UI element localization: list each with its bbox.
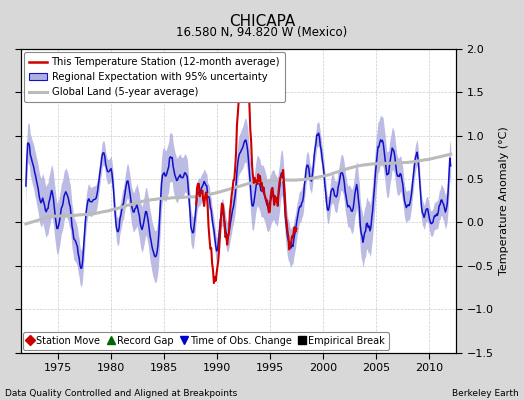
Text: Berkeley Earth: Berkeley Earth <box>452 389 519 398</box>
Text: 16.580 N, 94.820 W (Mexico): 16.580 N, 94.820 W (Mexico) <box>177 26 347 39</box>
Legend: Station Move, Record Gap, Time of Obs. Change, Empirical Break: Station Move, Record Gap, Time of Obs. C… <box>24 332 389 350</box>
Text: Data Quality Controlled and Aligned at Breakpoints: Data Quality Controlled and Aligned at B… <box>5 389 237 398</box>
Text: CHICAPA: CHICAPA <box>229 14 295 29</box>
Y-axis label: Temperature Anomaly (°C): Temperature Anomaly (°C) <box>499 126 509 275</box>
